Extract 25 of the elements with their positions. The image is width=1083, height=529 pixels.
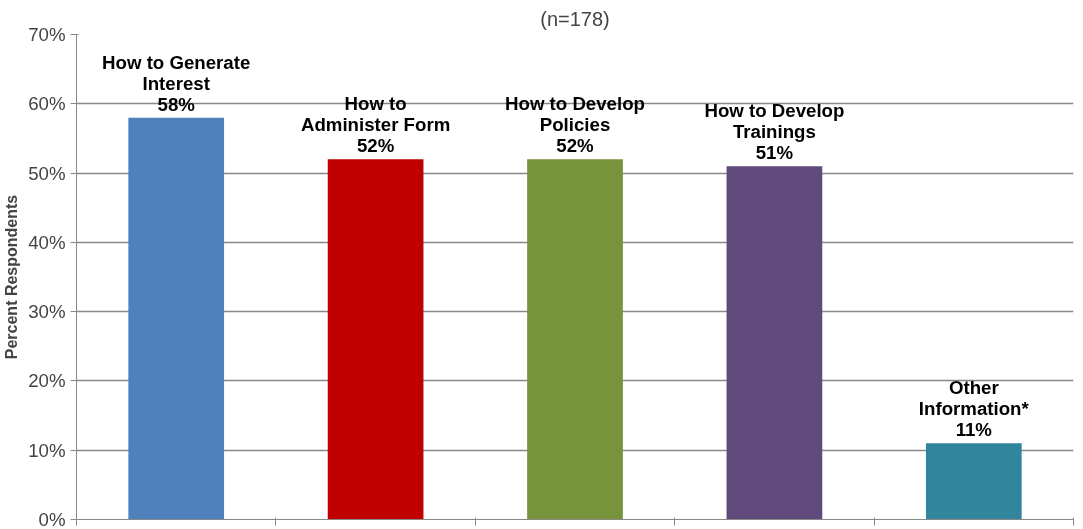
x-tick-label: How to Develop Trainings bbox=[704, 100, 845, 143]
y-tick-label: 30% bbox=[28, 301, 66, 323]
y-tick-label: 0% bbox=[38, 508, 66, 529]
bar bbox=[925, 443, 1022, 520]
data-label: 11% bbox=[955, 419, 993, 441]
bar bbox=[327, 159, 424, 520]
data-label: 51% bbox=[755, 142, 794, 164]
x-tick-label: How to Administer Form bbox=[300, 93, 451, 136]
chart-title: (n=178) bbox=[540, 7, 610, 30]
x-tick-label: Other Information* bbox=[918, 377, 1030, 420]
y-tick-label: 60% bbox=[28, 93, 66, 115]
y-tick-label: 50% bbox=[28, 162, 66, 184]
y-tick-label: 20% bbox=[28, 370, 66, 392]
y-axis-title: Percent Respondents bbox=[3, 194, 21, 360]
y-tick-label: 40% bbox=[28, 231, 66, 253]
data-label: 52% bbox=[556, 135, 595, 157]
data-label: 58% bbox=[157, 93, 196, 115]
x-tick-label: How to Generate Interest bbox=[102, 51, 251, 94]
bar bbox=[527, 159, 623, 520]
y-tick-label: 10% bbox=[28, 439, 66, 461]
x-tick-label: How to Develop Policies bbox=[505, 93, 645, 136]
bar bbox=[726, 166, 823, 520]
bar bbox=[128, 117, 225, 520]
y-tick-label: 70% bbox=[28, 24, 66, 45]
data-label: 52% bbox=[356, 135, 395, 157]
